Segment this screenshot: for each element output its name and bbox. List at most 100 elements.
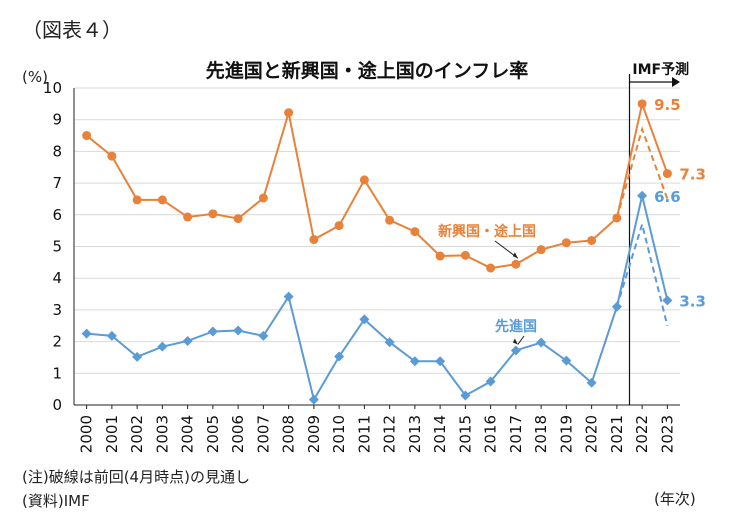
x-tick-label: 2022: [633, 415, 651, 453]
y-tick-label: 4: [52, 269, 62, 287]
emerging-point: [334, 221, 344, 231]
emerging-point: [359, 175, 369, 185]
advanced-point: [207, 326, 218, 337]
emerging-point: [511, 259, 521, 269]
advanced-point: [258, 330, 269, 341]
emerging-point: [486, 263, 496, 273]
advanced-point: [132, 351, 143, 362]
advanced-point: [637, 190, 648, 201]
emerging-label-pointer-head: [512, 252, 518, 259]
advanced-point: [409, 356, 420, 367]
emerging-value-label: 7.3: [679, 166, 706, 184]
advanced-point: [359, 314, 370, 325]
emerging-previous-forecast-line: [615, 125, 669, 219]
advanced-point: [182, 335, 193, 346]
x-tick-label: 2010: [330, 415, 348, 453]
emerging-point: [183, 212, 193, 222]
x-tick-label: 2007: [254, 415, 272, 453]
advanced-point: [233, 325, 244, 336]
emerging-point: [385, 215, 395, 225]
emerging-point: [258, 193, 268, 203]
advanced-series-label: 先進国: [495, 318, 537, 335]
emerging-point: [410, 227, 420, 237]
emerging-value-label: 9.5: [654, 96, 681, 114]
emerging-point: [157, 195, 167, 205]
advanced-series-line: [86, 195, 669, 403]
advanced-value-label: 3.3: [679, 292, 706, 310]
x-tick-label: 2021: [608, 415, 626, 453]
y-axis-unit: (%): [22, 68, 48, 86]
x-tick-label: 2017: [507, 415, 525, 453]
x-tick-label: 2011: [355, 415, 373, 453]
advanced-value-label: 6.6: [654, 188, 681, 206]
x-tick-label: 2015: [456, 415, 474, 453]
grid-lines: [74, 87, 680, 374]
advanced-point: [384, 337, 395, 348]
emerging-point: [284, 108, 294, 118]
series: [81, 99, 673, 405]
y-tick-label: 8: [52, 142, 62, 160]
emerging-point: [662, 169, 672, 179]
y-tick-label: 3: [52, 301, 62, 319]
advanced-previous-forecast-line: [615, 220, 669, 326]
x-tick-label: 2018: [532, 415, 550, 453]
forecast-region: IMF予測: [628, 61, 689, 405]
y-tick-label: 7: [52, 174, 62, 192]
advanced-point: [308, 394, 319, 405]
x-tick-label: 2003: [153, 415, 171, 453]
advanced-point: [510, 345, 521, 356]
emerging-point: [536, 245, 546, 255]
forecast-label: IMF予測: [632, 61, 689, 78]
chart-note: (注)破線は前回(4月時点)の見通し: [22, 468, 250, 486]
x-axis-unit: (年次): [654, 490, 696, 508]
x-tick-label: 2006: [229, 415, 247, 453]
emerging-point: [208, 209, 218, 219]
advanced-point: [536, 337, 547, 348]
y-tick-label: 5: [52, 238, 62, 256]
emerging-point: [637, 99, 647, 109]
x-tick-label: 2008: [280, 415, 298, 453]
x-tick-label: 2005: [204, 415, 222, 453]
y-tick-label: 1: [52, 364, 62, 382]
x-tick-label: 2000: [78, 415, 96, 453]
emerging-point: [132, 195, 142, 205]
emerging-point: [309, 235, 319, 245]
y-tick-label: 2: [52, 333, 62, 351]
emerging-point: [233, 214, 243, 224]
advanced-label-pointer-head: [512, 338, 518, 345]
x-tick-label: 2016: [482, 415, 500, 453]
chart-source: (資料)IMF: [22, 492, 90, 510]
x-tick-label: 2023: [658, 415, 676, 453]
advanced-point: [662, 295, 673, 306]
x-tick-label: 2012: [381, 415, 399, 453]
x-tick-label: 2013: [406, 415, 424, 453]
advanced-point: [485, 376, 496, 387]
emerging-point: [587, 235, 597, 245]
x-tick-label: 2004: [179, 415, 197, 453]
emerging-point: [107, 151, 117, 161]
x-tick-label: 2009: [305, 415, 323, 453]
advanced-point: [106, 330, 117, 341]
advanced-point: [157, 341, 168, 352]
emerging-point: [82, 131, 92, 141]
advanced-point: [586, 377, 597, 388]
x-tick-label: 2001: [103, 415, 121, 453]
emerging-point: [460, 250, 470, 260]
x-tick-label: 2019: [557, 415, 575, 453]
forecast-arrow-head: [672, 77, 680, 87]
advanced-point: [561, 355, 572, 366]
emerging-series-label: 新興国・途上国: [438, 223, 536, 240]
advanced-point: [283, 291, 294, 302]
y-tick-label: 10: [43, 79, 62, 97]
x-tick-label: 2020: [583, 415, 601, 453]
emerging-point: [612, 213, 622, 223]
y-tick-label: 9: [52, 111, 62, 129]
advanced-point: [435, 356, 446, 367]
x-tick-label: 2014: [431, 415, 449, 453]
advanced-point: [334, 351, 345, 362]
emerging-point: [561, 238, 571, 248]
emerging-series-line: [85, 100, 669, 270]
advanced-point: [460, 390, 471, 401]
